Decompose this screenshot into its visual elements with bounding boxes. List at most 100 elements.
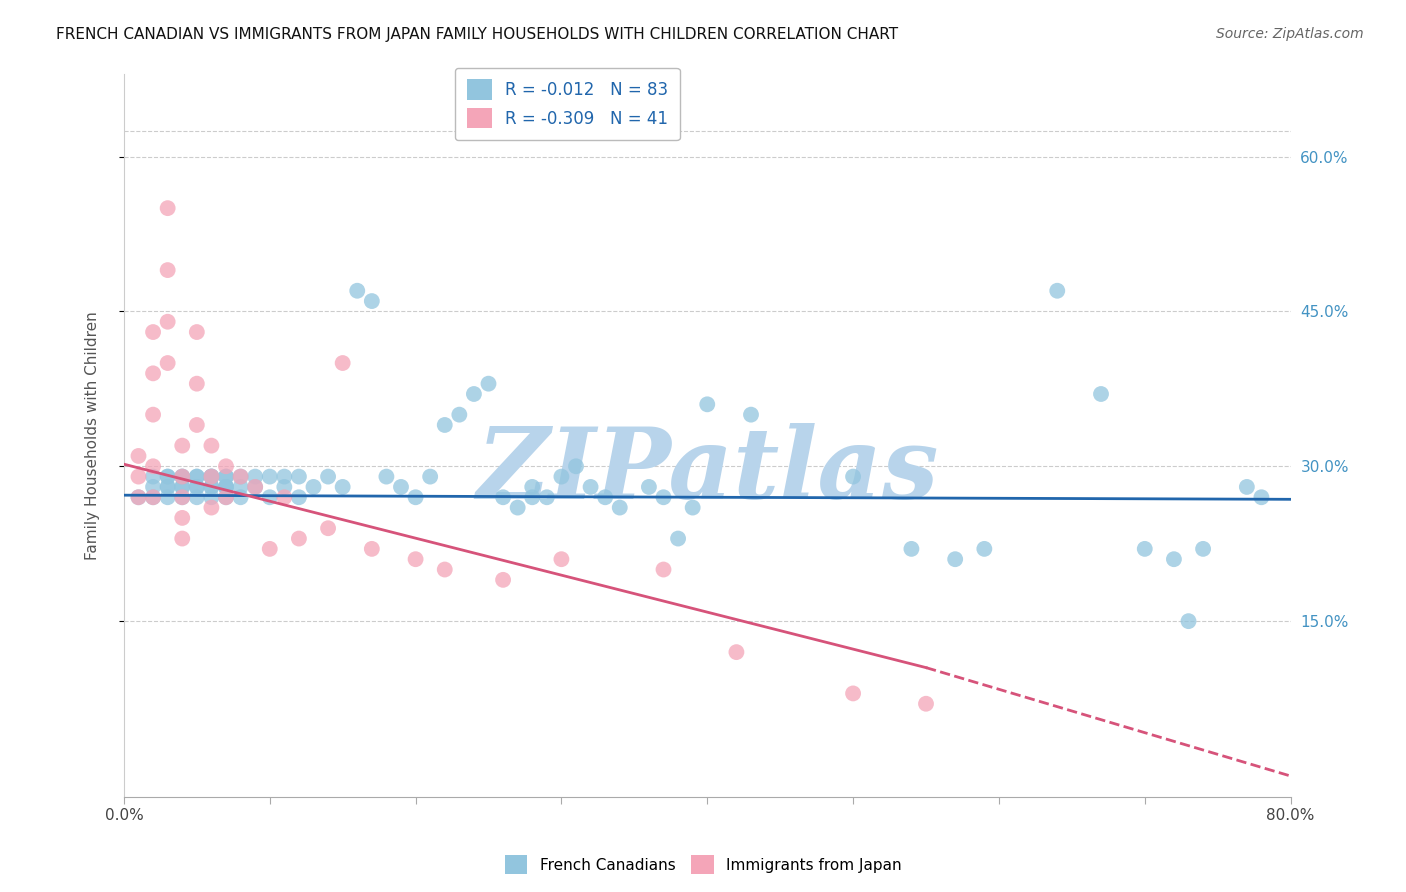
Point xyxy=(200,469,222,483)
Point xyxy=(259,541,281,556)
Point xyxy=(302,480,325,494)
Point xyxy=(316,521,339,535)
Point xyxy=(389,480,412,494)
Point xyxy=(536,490,558,504)
Point xyxy=(243,480,266,494)
Point xyxy=(652,562,675,576)
Point xyxy=(229,469,252,483)
Point xyxy=(156,201,179,215)
Y-axis label: Family Households with Children: Family Households with Children xyxy=(86,311,100,559)
Point xyxy=(200,500,222,515)
Point xyxy=(273,480,295,494)
Point xyxy=(288,469,311,483)
Point xyxy=(229,480,252,494)
Point xyxy=(375,469,398,483)
Point xyxy=(172,511,194,525)
Point xyxy=(1133,541,1156,556)
Point xyxy=(433,562,456,576)
Point xyxy=(492,573,515,587)
Point xyxy=(172,469,194,483)
Point xyxy=(1250,490,1272,504)
Point xyxy=(229,490,252,504)
Point xyxy=(186,480,208,494)
Point xyxy=(682,500,704,515)
Point xyxy=(1236,480,1258,494)
Point xyxy=(1163,552,1185,566)
Point xyxy=(332,356,354,370)
Point xyxy=(405,490,427,504)
Point xyxy=(200,439,222,453)
Point xyxy=(142,408,165,422)
Point xyxy=(1192,541,1215,556)
Point xyxy=(550,552,572,566)
Point xyxy=(915,697,938,711)
Point xyxy=(360,294,382,309)
Point xyxy=(243,469,266,483)
Point xyxy=(172,439,194,453)
Point xyxy=(186,480,208,494)
Point xyxy=(142,325,165,339)
Point xyxy=(156,469,179,483)
Point xyxy=(579,480,602,494)
Point xyxy=(128,490,150,504)
Point xyxy=(186,325,208,339)
Point xyxy=(1177,614,1199,628)
Point xyxy=(186,469,208,483)
Point xyxy=(215,490,238,504)
Point xyxy=(419,469,441,483)
Point xyxy=(128,449,150,463)
Point xyxy=(609,500,631,515)
Point xyxy=(842,469,865,483)
Point xyxy=(172,469,194,483)
Point xyxy=(332,480,354,494)
Point xyxy=(156,315,179,329)
Point xyxy=(215,480,238,494)
Point xyxy=(259,490,281,504)
Point xyxy=(156,356,179,370)
Point xyxy=(696,397,718,411)
Point xyxy=(740,408,762,422)
Point xyxy=(200,480,222,494)
Point xyxy=(1090,387,1112,401)
Point xyxy=(463,387,485,401)
Point xyxy=(288,490,311,504)
Point xyxy=(156,480,179,494)
Point xyxy=(200,469,222,483)
Point xyxy=(273,490,295,504)
Point xyxy=(360,541,382,556)
Point xyxy=(565,459,588,474)
Point xyxy=(449,408,471,422)
Point xyxy=(142,490,165,504)
Point xyxy=(128,490,150,504)
Point xyxy=(506,500,529,515)
Point xyxy=(943,552,966,566)
Point xyxy=(433,417,456,432)
Point xyxy=(142,469,165,483)
Point xyxy=(477,376,499,391)
Point xyxy=(172,480,194,494)
Point xyxy=(522,480,544,494)
Point xyxy=(288,532,311,546)
Point xyxy=(142,480,165,494)
Point xyxy=(200,469,222,483)
Point xyxy=(186,417,208,432)
Point xyxy=(156,480,179,494)
Text: ZIPatlas: ZIPatlas xyxy=(477,423,938,520)
Point xyxy=(259,469,281,483)
Legend: R = -0.012   N = 83, R = -0.309   N = 41: R = -0.012 N = 83, R = -0.309 N = 41 xyxy=(456,68,679,140)
Legend: French Canadians, Immigrants from Japan: French Canadians, Immigrants from Japan xyxy=(498,849,908,880)
Point xyxy=(172,490,194,504)
Point xyxy=(522,490,544,504)
Point xyxy=(128,469,150,483)
Point xyxy=(215,490,238,504)
Point xyxy=(593,490,616,504)
Point xyxy=(638,480,661,494)
Point xyxy=(200,490,222,504)
Point xyxy=(142,367,165,381)
Point xyxy=(200,469,222,483)
Point xyxy=(172,490,194,504)
Point xyxy=(652,490,675,504)
Point xyxy=(172,532,194,546)
Point xyxy=(215,480,238,494)
Point xyxy=(215,469,238,483)
